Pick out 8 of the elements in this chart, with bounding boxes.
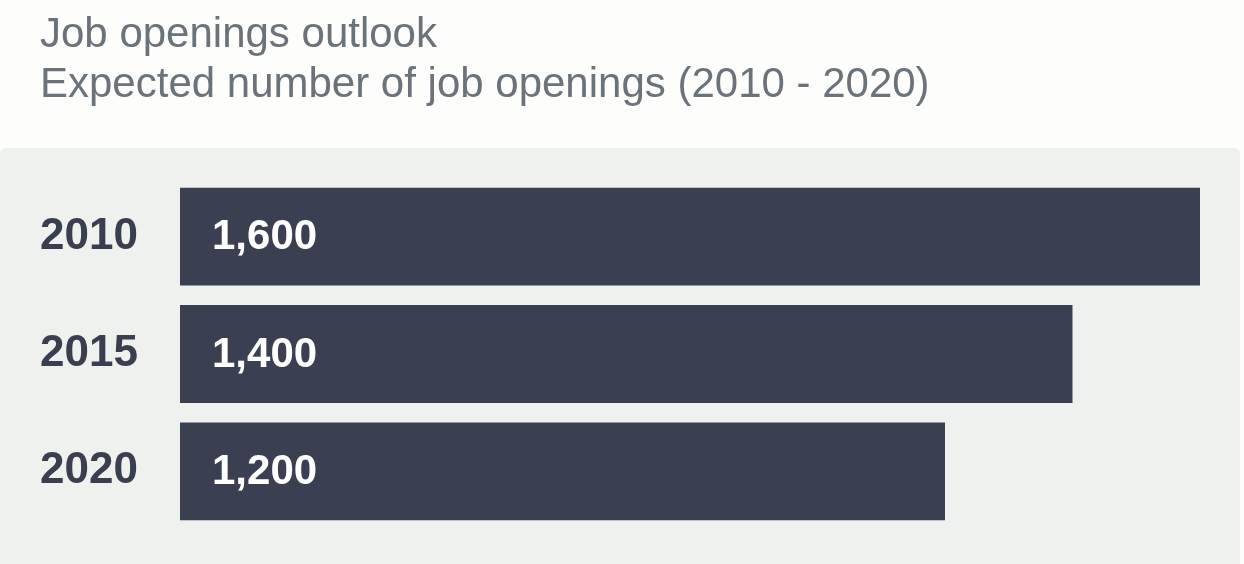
y-tick-label: 2010 — [40, 208, 138, 258]
y-tick-label: 2020 — [40, 443, 138, 493]
chart-title: Job openings outlook — [40, 8, 438, 58]
chart-subtitle: Expected number of job openings (2010 - 2020) — [40, 58, 930, 108]
data-label: 1,600 — [212, 211, 318, 259]
y-tick-label: 2015 — [40, 326, 138, 376]
data-label: 1,200 — [212, 445, 318, 493]
data-label: 1,400 — [212, 328, 318, 376]
